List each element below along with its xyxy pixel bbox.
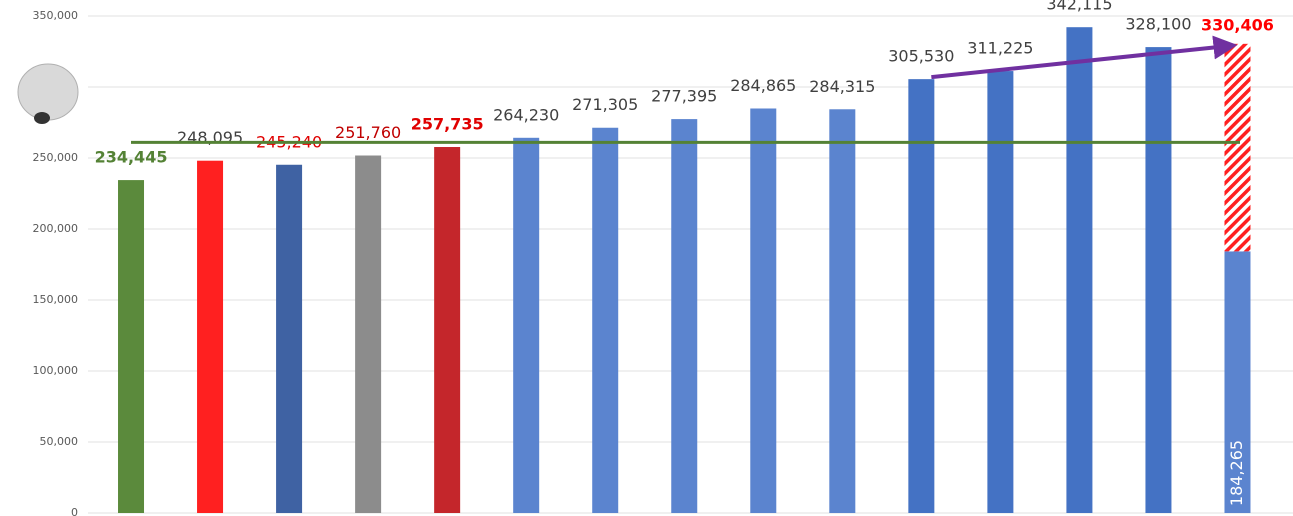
bar <box>1224 251 1251 514</box>
data-label: 305,530 <box>888 47 954 66</box>
data-label: 264,230 <box>493 105 559 124</box>
bar <box>276 164 303 513</box>
y-tick-label: 50,000 <box>40 435 79 448</box>
bar <box>434 147 461 513</box>
bar <box>671 119 698 514</box>
data-label: 234,445 <box>95 148 168 167</box>
data-label: 251,760 <box>335 123 401 142</box>
bar <box>908 79 935 513</box>
bar <box>197 160 224 514</box>
bar <box>118 180 145 513</box>
bar <box>987 71 1014 514</box>
data-label: 271,305 <box>572 95 638 114</box>
y-tick-label: 150,000 <box>33 293 79 306</box>
bar <box>750 108 777 513</box>
bar <box>829 109 856 513</box>
bar <box>592 127 619 514</box>
data-label: 184,265 <box>1227 440 1246 506</box>
data-label: 277,395 <box>651 87 717 106</box>
projection-bar <box>1224 43 1251 252</box>
y-tick-label: 100,000 <box>33 364 79 377</box>
data-label: 284,865 <box>730 76 796 95</box>
bar <box>513 137 540 513</box>
y-tick-label: 350,000 <box>33 9 79 22</box>
data-label: 328,100 <box>1125 15 1191 34</box>
trend-arrow <box>931 35 1238 80</box>
projection-label: 330,406 <box>1201 15 1274 34</box>
y-tick-label: 0 <box>71 506 78 516</box>
bar <box>355 155 382 513</box>
bar <box>1145 47 1172 514</box>
bar <box>1066 27 1093 514</box>
wolf-icon <box>17 63 79 124</box>
data-label: 311,225 <box>967 39 1033 58</box>
data-label: 257,735 <box>411 115 484 134</box>
y-tick-label: 200,000 <box>33 222 79 235</box>
y-tick-label: 250,000 <box>33 151 79 164</box>
data-label: 248,095 <box>177 128 243 147</box>
data-label: 284,315 <box>809 77 875 96</box>
data-label: 342,115 <box>1046 0 1112 14</box>
